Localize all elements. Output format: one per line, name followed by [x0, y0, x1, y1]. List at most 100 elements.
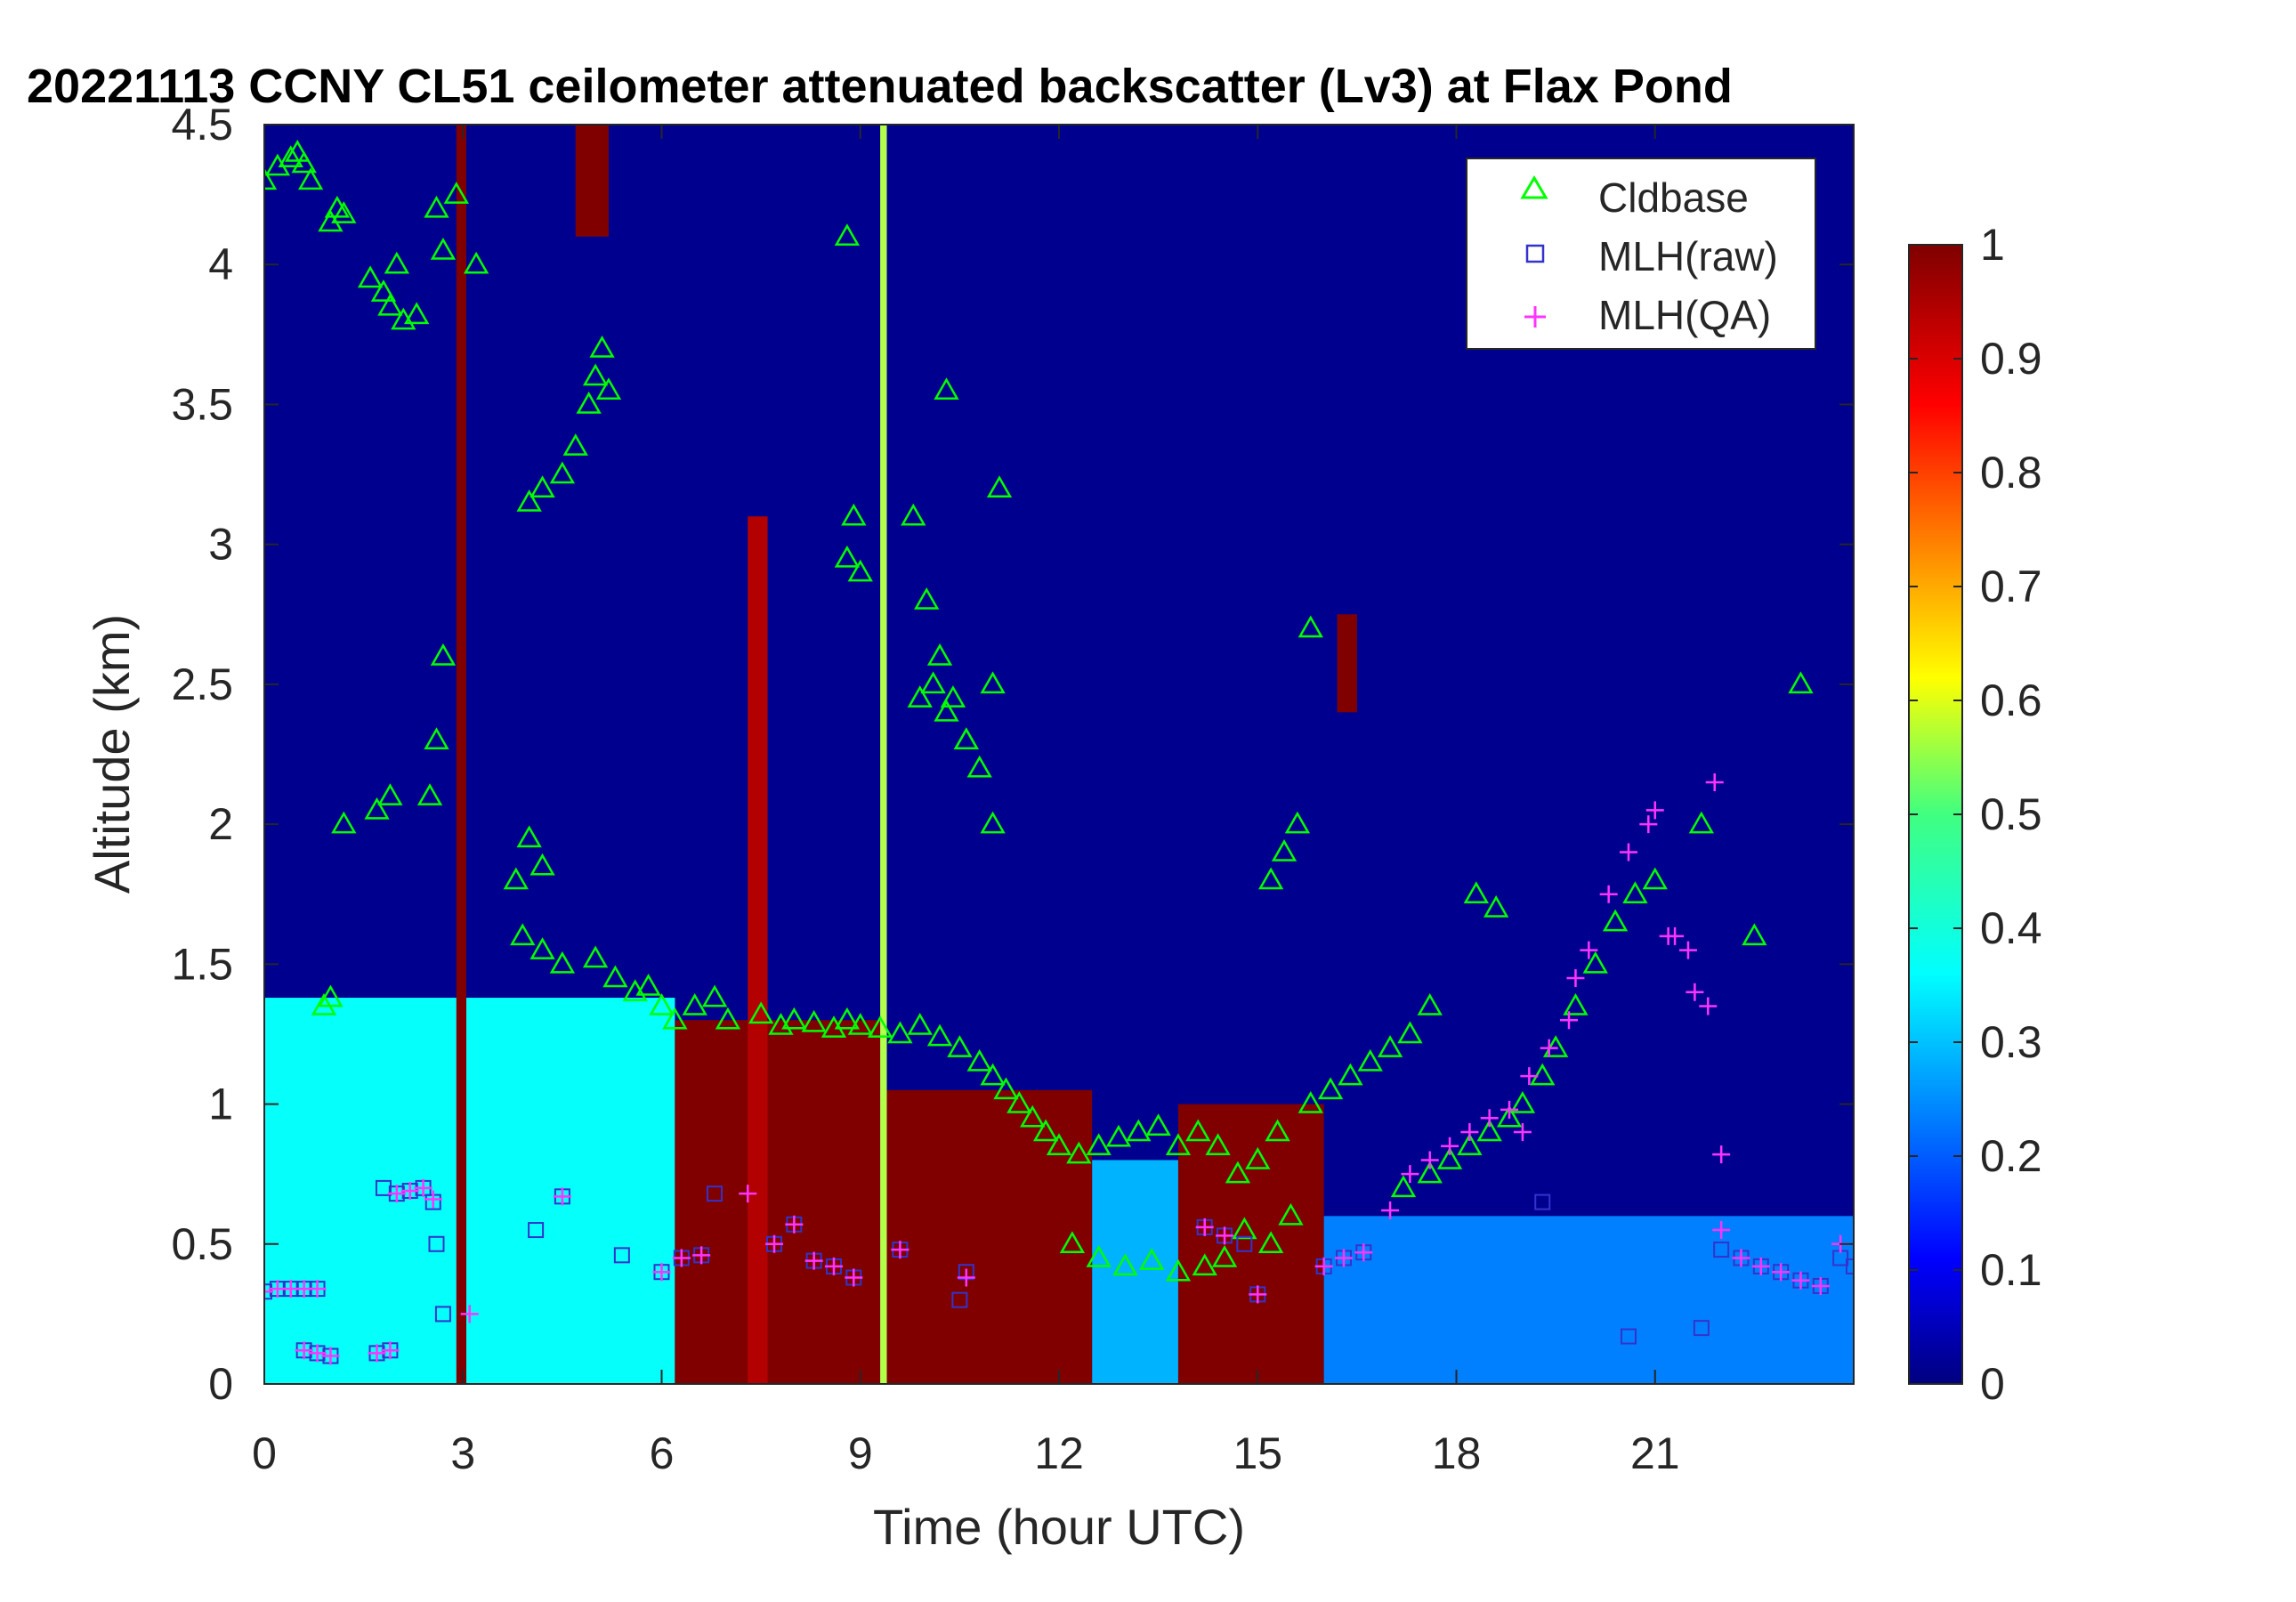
heatmap-region — [748, 516, 768, 1384]
cldbase-marker — [715, 1007, 741, 1030]
heatmap-region — [675, 1020, 881, 1384]
cldbase-marker — [443, 182, 469, 204]
cldbase-marker — [801, 1009, 827, 1032]
cldbase-marker — [1688, 811, 1714, 834]
cldbase-marker — [841, 503, 867, 526]
cldbase-marker — [847, 1012, 873, 1035]
mlh-qa-marker — [460, 1305, 479, 1323]
cldbase-marker — [1192, 1253, 1217, 1276]
mlh-qa-marker — [308, 1344, 327, 1363]
cldbase-marker — [847, 559, 873, 582]
mlh-qa-marker — [1732, 1249, 1750, 1267]
y-tick-label: 0 — [208, 1359, 233, 1409]
heatmap-region — [880, 1089, 1093, 1384]
mlh-qa-marker — [1249, 1285, 1267, 1304]
cldbase-marker — [1232, 1217, 1257, 1240]
mlh-qa-marker — [381, 1341, 400, 1360]
cldbase-marker — [947, 1035, 973, 1057]
mlh-qa-marker — [264, 1282, 273, 1301]
colorbar-tick-label: 0.9 — [1980, 334, 2042, 384]
mlh-qa-marker — [1381, 1202, 1400, 1220]
cldbase-marker — [549, 951, 576, 974]
cldbase-marker — [1642, 867, 1668, 890]
cldbase-marker — [748, 1001, 774, 1024]
heatmap-region — [880, 125, 887, 1384]
colorbar-tick-label: 0.2 — [1980, 1131, 2042, 1181]
mlh-qa-marker — [1566, 969, 1585, 988]
cldbase-marker — [1105, 1124, 1132, 1147]
mlh-qa-marker — [321, 1347, 340, 1365]
cldbase-marker — [1086, 1133, 1112, 1155]
cldbase-marker — [635, 973, 661, 996]
y-axis: 0 0.5 1 1.5 2 2.5 3 3.5 4 4.5 — [171, 100, 1854, 1409]
cldbase-marker — [1530, 1063, 1556, 1086]
cldbase-marker — [602, 965, 628, 988]
mlh-qa-marker — [957, 1268, 975, 1287]
mlh-qa-marker — [424, 1190, 442, 1209]
x-tick-label: 0 — [252, 1428, 277, 1478]
cldbase-marker — [291, 150, 317, 174]
cldbase-marker — [530, 853, 555, 876]
mlh-raw-marker — [1693, 1320, 1710, 1337]
colorbar-tick-label: 1 — [1980, 220, 2005, 270]
cldbase-marker — [1225, 1161, 1251, 1184]
mlh-qa-marker — [1513, 1123, 1532, 1141]
cldbase-marker — [1007, 1091, 1032, 1113]
cldbase-marker — [516, 825, 542, 848]
cldbase-marker — [907, 1012, 933, 1035]
cldbase-marker — [416, 783, 443, 805]
legend-entry-cldbase: Cldbase — [1520, 174, 1749, 221]
cldbase-marker — [1211, 1244, 1238, 1267]
mlh-raw-marker — [375, 1179, 392, 1196]
cldbase-marker — [1086, 1244, 1112, 1267]
x-axis-label: Time (hour UTC) — [873, 1499, 1245, 1555]
mlh-qa-marker — [1699, 997, 1718, 1015]
y-axis-label: Altitude (km) — [84, 614, 140, 894]
mlh-raw-marker — [1534, 1193, 1551, 1210]
mlh-qa-marker — [1354, 1243, 1373, 1262]
mlh-qa-marker — [1751, 1257, 1770, 1275]
cldbase-marker — [662, 1007, 688, 1030]
cldbase-marker — [926, 1024, 953, 1047]
colorbar-tick-label: 0 — [1980, 1359, 2005, 1409]
series-markers — [264, 139, 1854, 1365]
cldbase-marker — [1032, 1119, 1059, 1142]
x-axis: 0 3 6 9 12 15 18 21 — [252, 125, 1680, 1478]
mlh-qa-marker — [804, 1251, 823, 1270]
mlh-qa-marker — [387, 1185, 406, 1203]
cldbase-marker — [1377, 1035, 1403, 1057]
colorbar: 0 0.1 0.2 0.3 0.4 0.5 0.6 0.7 0.8 0.9 1 — [1908, 220, 2042, 1409]
mlh-qa-marker — [652, 1263, 671, 1282]
x-tick-label: 12 — [1034, 1428, 1084, 1478]
cldbase-marker — [1390, 1175, 1417, 1198]
cldbase-marker — [901, 503, 926, 526]
cldbase-marker — [1265, 1119, 1290, 1142]
cldbase-marker — [940, 685, 966, 708]
cldbase-marker — [1298, 1091, 1323, 1113]
mlh-qa-marker — [891, 1241, 910, 1259]
legend-label: MLH(QA) — [1598, 292, 1771, 338]
cldbase-marker — [582, 363, 609, 386]
heatmap-region — [1337, 614, 1357, 713]
cldbase-marker — [1582, 951, 1608, 974]
cldbase-marker — [1284, 811, 1311, 834]
cldbase-marker — [285, 139, 311, 162]
y-tick-label: 0.5 — [171, 1219, 233, 1269]
cldbase-marker — [1298, 615, 1323, 638]
mlh-qa-marker — [1580, 941, 1598, 959]
cldbase-marker — [1622, 881, 1648, 903]
mlh-raw-marker — [1713, 1242, 1730, 1258]
cldbase-marker — [1257, 1231, 1284, 1254]
legend-label: Cldbase — [1598, 174, 1749, 221]
heatmap-region — [264, 998, 675, 1384]
mlh-qa-marker — [1639, 815, 1658, 834]
cldbase-marker — [1457, 1133, 1483, 1155]
mlh-raw-marker — [428, 1235, 445, 1252]
cldbase-marker — [1185, 1119, 1211, 1142]
cldbase-marker — [384, 251, 409, 274]
cldbase-marker — [1112, 1253, 1138, 1276]
mlh-qa-marker — [1686, 983, 1704, 1001]
cldbase-marker — [516, 489, 542, 512]
mlh-raw-marker — [613, 1247, 630, 1264]
cldbase-marker — [377, 783, 403, 805]
